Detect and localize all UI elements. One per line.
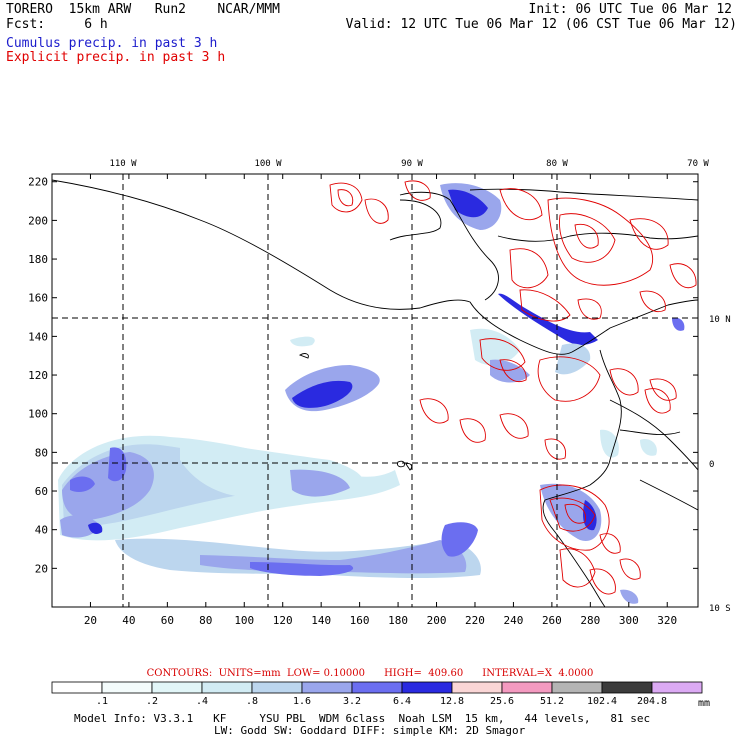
header-model-title: TORERO 15km ARW Run2 NCAR/MMM (6, 2, 280, 17)
colorbar-label: .1 (96, 696, 108, 707)
y-tick-label: 100 (28, 408, 48, 421)
longitude-label: 80 W (546, 159, 568, 169)
longitude-label: 100 W (254, 159, 282, 169)
x-axis-ticks: 20 40 60 80 100 120 140 160 180 200 220 240 260 280 30… (84, 174, 677, 627)
precip-fields (52, 174, 698, 607)
x-tick-label: 280 (580, 614, 600, 627)
y-tick-label: 60 (35, 485, 48, 498)
latitude-label: 0 (709, 460, 714, 470)
cumulus-precip-label: Cumulus precip. in past 3 h (6, 36, 218, 51)
cumulus-precip-areas (58, 183, 685, 604)
colorbar-cell (101, 681, 153, 694)
explicit-precip-label: Explicit precip. in past 3 h (6, 50, 226, 65)
colorbar-label: 1.6 (293, 696, 311, 707)
y-tick-label: 200 (28, 214, 48, 227)
x-tick-label: 260 (542, 614, 562, 627)
colorbar-cell (551, 681, 603, 694)
colorbar-label: 204.8 (637, 696, 667, 707)
x-tick-label: 160 (350, 614, 370, 627)
y-tick-label: 180 (28, 253, 48, 266)
header-valid-time: Valid: 12 UTC Tue 06 Mar 12 (06 CST Tue … (345, 17, 737, 32)
physics-info-line: LW: Godd SW: Goddard DIFF: simple KM: 2D… (214, 724, 526, 737)
y-tick-label: 220 (28, 176, 48, 189)
y-axis-ticks: 20 40 60 80 100 120 140 160 180 200 220 (28, 176, 698, 575)
y-tick-label: 160 (28, 292, 48, 305)
x-tick-label: 120 (273, 614, 293, 627)
colorbar-cell (301, 681, 353, 694)
explicit-precip-contours (329, 180, 697, 595)
header-forecast-hour: Fcst: 6 h (6, 17, 108, 32)
model-info-line: Model Info: V3.3.1 KF YSU PBL WDM 6class… (74, 712, 651, 725)
x-tick-label: 300 (619, 614, 639, 627)
header-init-time: Init: 06 UTC Tue 06 Mar 12 (528, 2, 733, 17)
colorbar-label: 25.6 (490, 696, 514, 707)
x-tick-label: 220 (465, 614, 485, 627)
colorbar-label: .8 (246, 696, 258, 707)
colorbar-unit: mm (698, 698, 710, 709)
x-tick-label: 180 (388, 614, 408, 627)
y-tick-label: 140 (28, 330, 48, 343)
contours-info: CONTOURS: UNITS=mm LOW= 0.10000 HIGH= 40… (146, 668, 594, 679)
colorbar-cell (451, 681, 503, 694)
y-tick-label: 20 (35, 562, 48, 575)
x-tick-label: 20 (84, 614, 97, 627)
colorbar-cell (51, 681, 103, 694)
longitude-label: 110 W (109, 159, 137, 169)
y-tick-label: 80 (35, 446, 48, 459)
colorbar-cell (601, 681, 653, 694)
longitude-label: 90 W (401, 159, 423, 169)
y-tick-label: 120 (28, 369, 48, 382)
colorbar-cell (351, 681, 403, 694)
colorbar-cells (51, 681, 703, 694)
x-tick-label: 60 (161, 614, 174, 627)
colorbar-label: 12.8 (440, 696, 464, 707)
latitude-labels: 10 N 0 10 S (709, 315, 731, 614)
colorbar-cell (201, 681, 253, 694)
coastline (52, 179, 698, 607)
x-tick-label: 140 (311, 614, 331, 627)
colorbar-cell (651, 681, 703, 694)
y-tick-label: 40 (35, 524, 48, 537)
colorbar-cell (251, 681, 303, 694)
map-frame (51, 173, 699, 608)
x-tick-label: 240 (503, 614, 523, 627)
colorbar-label: 3.2 (343, 696, 361, 707)
x-tick-label: 40 (122, 614, 135, 627)
longitude-labels: 110 W 100 W 90 W 80 W 70 W (109, 159, 709, 169)
x-tick-label: 320 (657, 614, 677, 627)
x-tick-label: 100 (234, 614, 254, 627)
colorbar-cell (401, 681, 453, 694)
colorbar-label: 51.2 (540, 696, 564, 707)
colorbar-labels: .1 .2 .4 .8 1.6 3.2 6.4 12.8 25.6 51.2 102.4 204.8 (96, 696, 667, 707)
colorbar-label: .4 (196, 696, 208, 707)
colorbar-label: 102.4 (587, 696, 617, 707)
latitude-label: 10 S (709, 604, 731, 614)
x-tick-label: 80 (199, 614, 212, 627)
colorbar-label: .2 (146, 696, 158, 707)
longitude-label: 70 W (687, 159, 709, 169)
graticule (52, 174, 698, 607)
latitude-label: 10 N (709, 315, 731, 325)
colorbar-cell (501, 681, 553, 694)
colorbar-cell (151, 681, 203, 694)
colorbar-label: 6.4 (393, 696, 411, 707)
x-tick-label: 200 (427, 614, 447, 627)
